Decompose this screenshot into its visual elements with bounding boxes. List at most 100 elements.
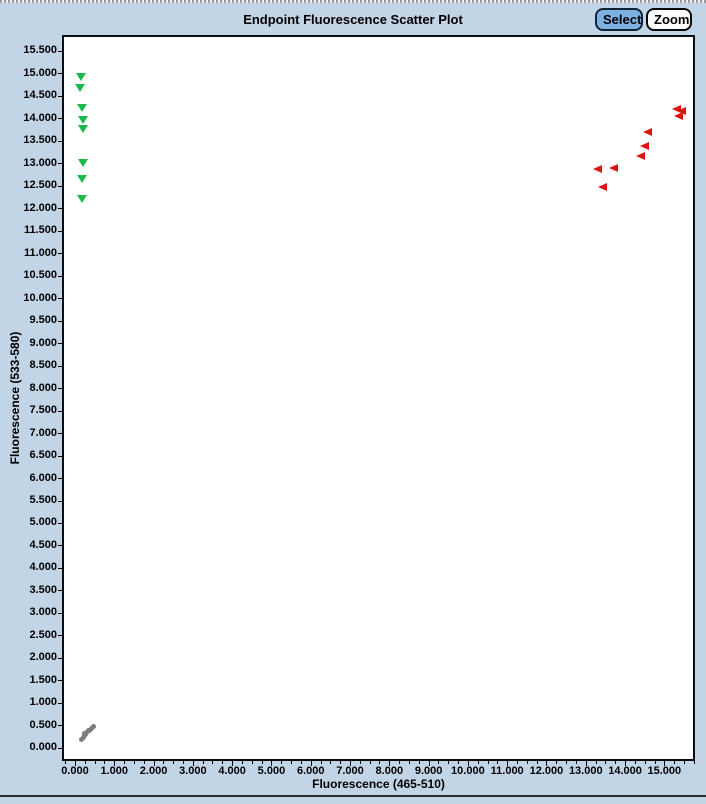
y-tick	[58, 433, 62, 435]
data-point-green-cluster[interactable]	[76, 175, 87, 184]
y-tick-label: 1.000	[29, 696, 57, 709]
x-minor-tick	[674, 761, 676, 764]
y-tick	[58, 612, 62, 614]
y-tick-label: 5.000	[29, 516, 57, 529]
x-axis-title: Fluorescence (465-510)	[312, 777, 445, 791]
y-tick-label: 7.500	[29, 404, 57, 417]
window-bottom-border	[0, 795, 706, 797]
y-tick	[58, 343, 62, 345]
y-tick	[58, 635, 62, 637]
x-minor-tick	[595, 761, 597, 764]
x-tick-label: 14.000	[608, 765, 642, 777]
y-tick	[58, 365, 62, 367]
x-tick-label: 15.000	[647, 765, 682, 777]
x-minor-tick	[575, 761, 577, 764]
x-minor-tick	[458, 761, 460, 764]
data-point-green-cluster[interactable]	[77, 159, 88, 168]
x-tick-label: 12.000	[529, 765, 564, 777]
y-tick	[58, 50, 62, 52]
x-minor-tick	[526, 761, 528, 764]
x-tick	[428, 761, 430, 766]
x-minor-tick	[173, 761, 175, 764]
x-tick	[310, 761, 312, 766]
x-minor-tick	[517, 761, 518, 764]
x-tick	[153, 761, 155, 766]
y-tick-label: 11.000	[23, 246, 57, 259]
data-point-green-cluster[interactable]	[78, 124, 89, 133]
y-tick-label: 7.000	[29, 426, 57, 439]
x-tick-label: 7.000	[336, 765, 364, 777]
x-minor-tick	[605, 761, 607, 764]
data-point-green-cluster[interactable]	[77, 103, 88, 112]
x-minor-tick	[379, 761, 381, 764]
y-tick-label: 13.000	[23, 156, 57, 169]
data-point-red-cluster[interactable]	[639, 141, 649, 150]
data-point-green-cluster[interactable]	[77, 116, 88, 125]
data-point-red-cluster[interactable]	[635, 152, 645, 161]
x-minor-tick	[212, 761, 214, 764]
data-point-green-cluster[interactable]	[75, 72, 86, 81]
x-tick-label: 4.000	[218, 765, 246, 777]
x-minor-tick	[133, 761, 135, 764]
y-tick-label: 4.500	[29, 538, 57, 551]
y-tick-label: 10.000	[23, 291, 57, 304]
y-tick-label: 9.000	[29, 336, 57, 349]
y-tick-label: 0.500	[29, 718, 57, 731]
x-minor-tick	[291, 761, 293, 764]
data-point-red-cluster[interactable]	[642, 128, 652, 137]
x-tick	[350, 761, 351, 766]
x-minor-tick	[448, 761, 450, 764]
y-tick-label: 15.000	[23, 66, 57, 79]
data-point-unclustered-gray[interactable]	[90, 723, 96, 729]
x-minor-tick	[340, 761, 342, 764]
y-tick	[58, 702, 62, 704]
x-tick-label: 6.000	[296, 765, 325, 777]
data-point-green-cluster[interactable]	[74, 84, 85, 93]
x-tick	[507, 761, 509, 766]
y-tick-label: 2.000	[29, 651, 57, 664]
data-point-red-cluster[interactable]	[672, 104, 682, 113]
data-point-green-cluster[interactable]	[77, 194, 88, 203]
x-minor-tick	[566, 761, 568, 764]
y-tick-label: 6.500	[29, 449, 57, 462]
x-tick-label: 5.000	[257, 765, 286, 777]
x-minor-tick	[261, 761, 263, 764]
x-tick	[585, 761, 587, 766]
x-minor-tick	[251, 761, 253, 764]
data-point-red-cluster[interactable]	[674, 112, 684, 121]
data-point-red-cluster[interactable]	[598, 183, 608, 192]
y-tick	[58, 590, 62, 592]
select-button[interactable]: Select	[595, 8, 643, 31]
y-tick-label: 10.500	[23, 269, 57, 282]
data-point-red-cluster[interactable]	[676, 107, 686, 116]
y-tick-label: 5.500	[29, 494, 57, 506]
zoom-button[interactable]: Zoom	[646, 8, 692, 31]
y-tick	[58, 657, 62, 659]
x-minor-tick	[683, 761, 685, 764]
x-minor-tick	[163, 761, 165, 764]
x-tick	[664, 761, 666, 766]
x-tick-label: 8.000	[375, 765, 404, 777]
x-minor-tick	[654, 761, 656, 764]
x-minor-tick	[359, 761, 361, 764]
x-minor-tick	[634, 761, 636, 764]
x-tick	[271, 761, 273, 766]
y-tick-label: 12.000	[23, 201, 57, 214]
y-tick	[58, 208, 62, 210]
y-tick	[58, 500, 62, 502]
x-tick	[467, 761, 469, 766]
y-tick	[58, 478, 62, 480]
x-tick-label: 2.000	[139, 765, 168, 777]
data-point-red-cluster[interactable]	[608, 164, 618, 173]
plot-area[interactable]	[62, 35, 695, 761]
x-minor-tick	[94, 761, 96, 764]
y-tick	[58, 298, 62, 300]
data-point-red-cluster[interactable]	[592, 165, 602, 174]
y-tick	[58, 522, 62, 524]
y-tick	[58, 567, 62, 569]
x-tick	[389, 761, 391, 766]
x-tick-label: 10.000	[451, 765, 485, 777]
x-minor-tick	[281, 761, 283, 764]
y-tick	[58, 545, 62, 547]
